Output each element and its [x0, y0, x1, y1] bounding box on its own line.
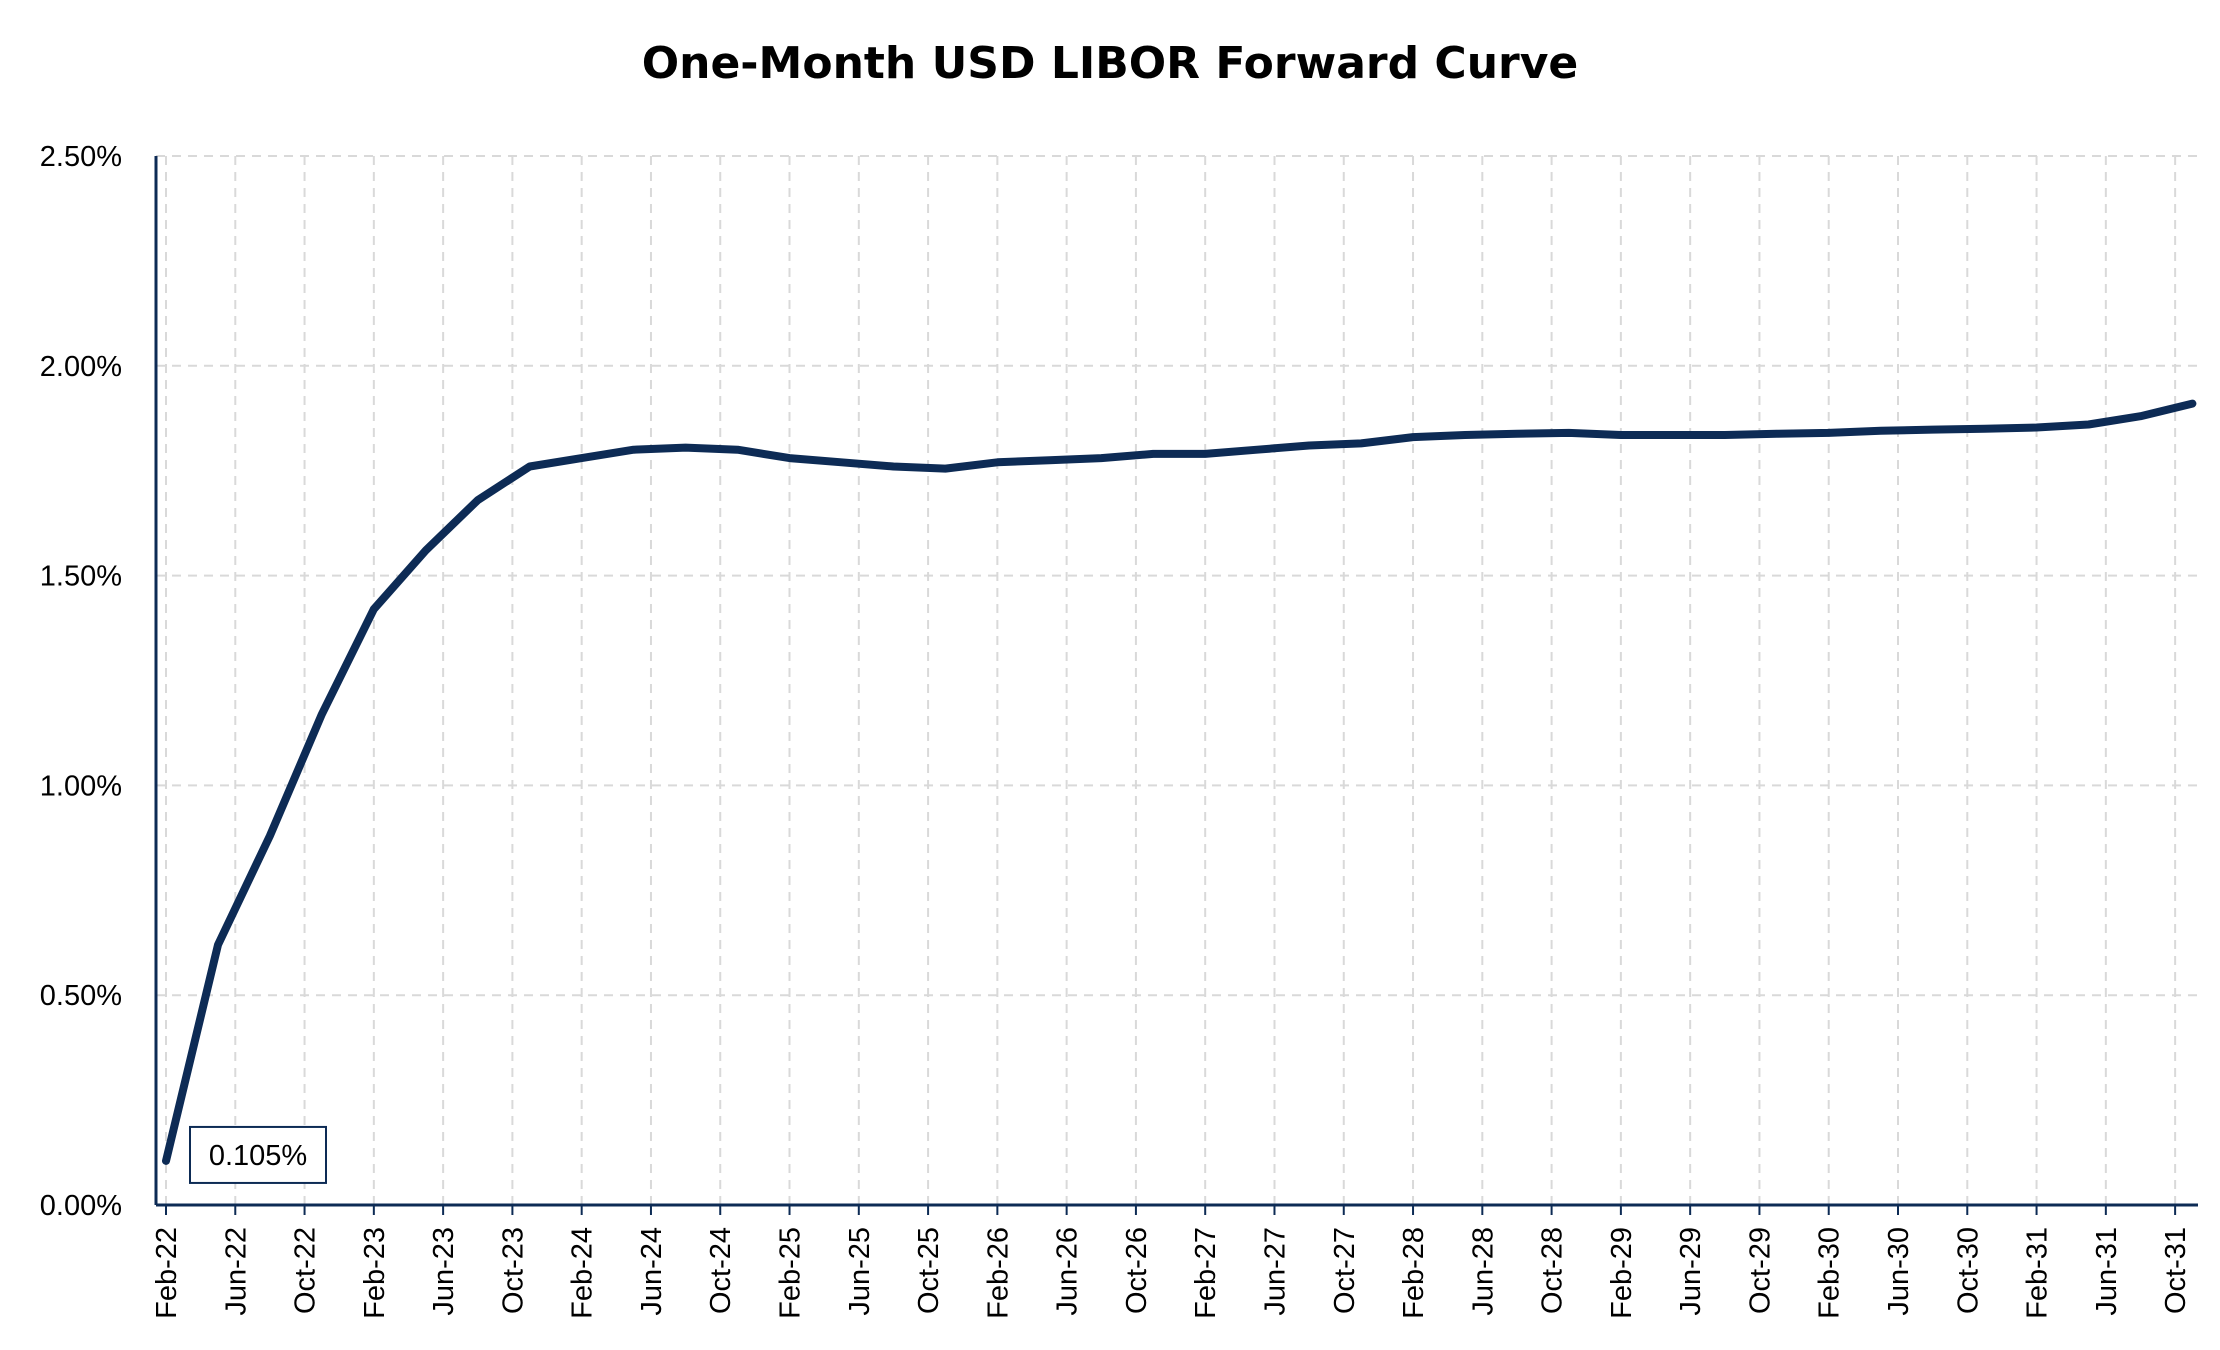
y-tick-label: 1.00%: [40, 770, 122, 802]
x-tick-label: Jun-26: [1052, 1227, 1084, 1316]
x-tick-label: Feb-24: [567, 1227, 599, 1319]
x-tick-label: Oct-30: [1952, 1227, 1984, 1314]
x-tick-label: Feb-26: [982, 1227, 1014, 1319]
x-tick-label: Jun-25: [844, 1227, 876, 1316]
x-tick-label: Jun-29: [1675, 1227, 1707, 1316]
x-tick-label: Jun-28: [1467, 1227, 1499, 1316]
x-tick-labels: Feb-22 Jun-22 Oct-22 Feb-23 Jun-23 Oct-23 Feb-…: [151, 1227, 2192, 1319]
x-tick-label: Jun-30: [1883, 1227, 1915, 1316]
x-tick-label: Oct-26: [1121, 1227, 1153, 1314]
x-tick-label: Oct-22: [290, 1227, 322, 1314]
y-tick-label: 1.50%: [40, 561, 122, 593]
x-tick-label: Feb-27: [1190, 1227, 1222, 1319]
chart-title: One-Month USD LIBOR Forward Curve: [641, 38, 1579, 89]
x-tick-label: Jun-31: [2091, 1227, 2123, 1316]
x-tick-label: Oct-24: [705, 1227, 737, 1314]
annotation-box: [189, 1125, 327, 1184]
x-tick-label: Oct-29: [1744, 1227, 1776, 1314]
x-tick-label: Feb-31: [2022, 1227, 2054, 1319]
x-tick-label: Feb-30: [1814, 1227, 1846, 1319]
x-tick-label: Jun-22: [220, 1227, 252, 1316]
annotation-layer: 0.105%: [189, 1125, 327, 1184]
grid-layer: [156, 155, 2198, 1205]
y-tick-label: 0.00%: [40, 1190, 122, 1222]
axis-layer: [154, 156, 2198, 1215]
x-tick-label: Feb-22: [151, 1227, 183, 1319]
x-tick-label: Jun-23: [428, 1227, 460, 1316]
x-tick-label: Oct-23: [497, 1227, 529, 1314]
x-tick-label: Feb-28: [1398, 1227, 1430, 1319]
annotation-label: 0.105%: [209, 1140, 307, 1172]
y-tick-labels: 0.00% 0.50% 1.00% 1.50% 2.00% 2.50%: [40, 141, 122, 1222]
y-tick-label: 0.50%: [40, 980, 122, 1012]
x-tick-label: Feb-23: [359, 1227, 391, 1319]
x-tick-label: Oct-28: [1537, 1227, 1569, 1314]
series-line: [162, 399, 2197, 1165]
y-tick-label: 2.00%: [40, 351, 122, 383]
x-tick-label: Feb-25: [775, 1227, 807, 1319]
x-tick-label: Jun-27: [1259, 1227, 1291, 1316]
x-tick-label: Oct-25: [913, 1227, 945, 1314]
x-tick-label: Oct-31: [2160, 1227, 2192, 1314]
x-tick-label: Oct-27: [1329, 1227, 1361, 1314]
series-layer: [162, 399, 2197, 1165]
x-tick-label: Jun-24: [636, 1227, 668, 1316]
y-tick-label: 2.50%: [40, 141, 122, 173]
x-tick-label: Feb-29: [1606, 1227, 1638, 1319]
